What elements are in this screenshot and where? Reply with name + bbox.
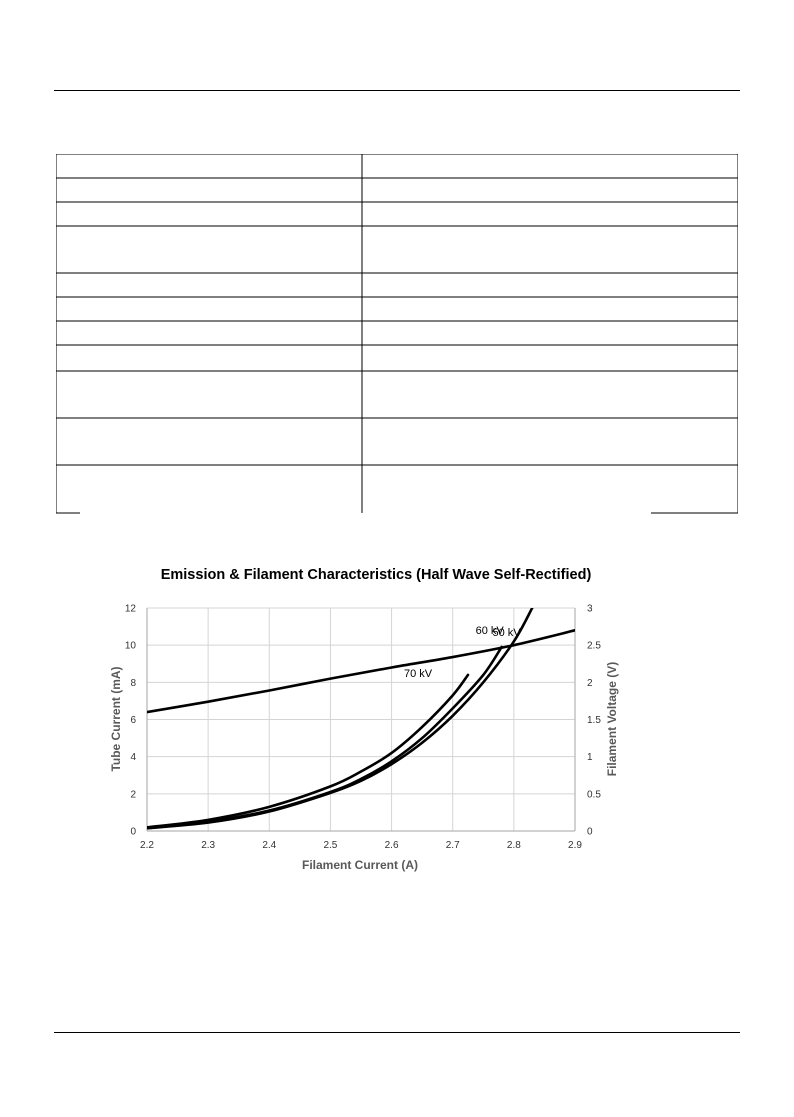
x-tick-label: 2.3 — [201, 840, 215, 851]
x-tick-label: 2.5 — [323, 840, 337, 851]
y-axis-label-left: Tube Current (mA) — [109, 666, 123, 771]
series-line — [147, 673, 470, 829]
y-tick-label-left: 8 — [130, 678, 136, 689]
chart-title: Emission & Filament Characteristics (Hal… — [161, 567, 592, 583]
x-tick-label: 2.6 — [385, 840, 399, 851]
x-axis-label: Filament Current (A) — [302, 858, 418, 872]
emission-chart: Emission & Filament Characteristics (Hal… — [109, 567, 619, 872]
series-label: 70 kV — [404, 668, 433, 680]
y-tick-label-right: 1 — [587, 752, 593, 763]
y-tick-label-left: 4 — [130, 752, 136, 763]
header-rule — [54, 90, 740, 91]
spec-table — [56, 154, 738, 514]
chart-series — [147, 608, 575, 830]
y-axis-label-right: Filament Voltage (V) — [605, 662, 619, 776]
y-tick-label-right: 1.5 — [587, 715, 601, 726]
y-tick-label-right: 3 — [587, 604, 593, 615]
x-tick-label: 2.9 — [568, 840, 582, 851]
x-tick-label: 2.7 — [446, 840, 460, 851]
y-tick-label-left: 0 — [130, 827, 136, 838]
chart-gridlines — [146, 607, 576, 832]
series-line — [147, 645, 503, 830]
series-line — [147, 629, 575, 714]
y-tick-label-left: 10 — [125, 641, 137, 652]
series-label: 50 kV — [492, 627, 521, 639]
y-tick-label-left: 2 — [130, 789, 136, 800]
y-tick-label-right: 0.5 — [587, 789, 601, 800]
x-tick-label: 2.2 — [140, 840, 154, 851]
y-tick-label-right: 2 — [587, 678, 593, 689]
y-tick-label-left: 12 — [125, 604, 137, 615]
series-line — [147, 608, 534, 830]
y-tick-label-right: 0 — [587, 827, 593, 838]
x-tick-label: 2.8 — [507, 840, 521, 851]
series-label: 60 kV — [476, 625, 505, 637]
x-tick-label: 2.4 — [262, 840, 276, 851]
y-tick-label-right: 2.5 — [587, 641, 601, 652]
chart-axes — [146, 608, 576, 832]
chart-tick-labels: 2.2 2.3 2.4 2.5 2.6 2.7 2.8 2.9 0 2 4 6 8 10 12 0 0.5 1 1.… — [125, 604, 601, 852]
table-grid-lines — [56, 154, 738, 514]
footer-rule — [54, 1032, 740, 1033]
y-tick-label-left: 6 — [130, 715, 136, 726]
